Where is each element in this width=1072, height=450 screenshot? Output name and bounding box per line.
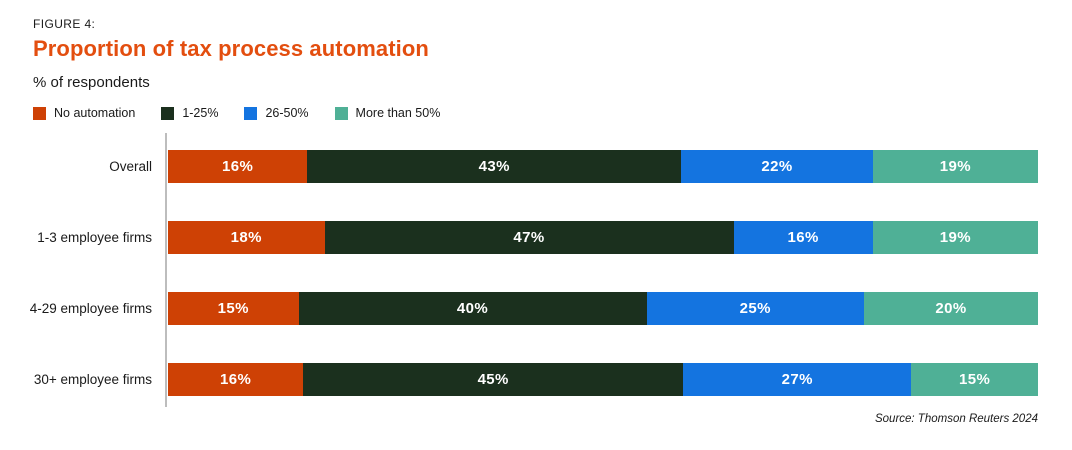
row-label: 30+ employee firms: [33, 372, 152, 387]
stacked-bar: 16% 45% 27% 15%: [168, 363, 1038, 396]
legend-item: More than 50%: [334, 106, 441, 120]
bar-segment: 16%: [168, 363, 304, 396]
bar-segment: 43%: [307, 150, 682, 183]
legend: No automation 1-25% 26-50% More than 50%: [33, 106, 440, 120]
legend-swatch: [33, 106, 46, 120]
chart-row: Overall 16% 43% 22% 19%: [0, 150, 1038, 183]
bar-segment: 47%: [324, 221, 734, 254]
segment-value-label: 19%: [939, 158, 971, 175]
stacked-bar: 18% 47% 16% 19%: [168, 221, 1038, 254]
bar-segment: 20%: [864, 292, 1038, 325]
segment-value-label: 15%: [959, 371, 991, 388]
legend-label: 26-50%: [265, 106, 309, 120]
segment-value-label: 15%: [217, 300, 249, 317]
segment-value-label: 40%: [456, 300, 489, 317]
legend-swatch: [161, 106, 175, 120]
bar-segment: 19%: [872, 221, 1038, 254]
legend-swatch: [334, 106, 348, 120]
bar-segment: 15%: [168, 292, 299, 325]
segment-value-label: 45%: [477, 371, 509, 388]
segment-value-label: 16%: [221, 158, 254, 175]
legend-swatch: [244, 106, 258, 120]
segment-value-label: 18%: [230, 229, 262, 246]
bar-segment: 16%: [733, 221, 873, 254]
bar-segment: 18%: [168, 221, 325, 254]
chart-subtitle: % of respondents: [33, 74, 150, 91]
bar-segment: 15%: [911, 363, 1038, 396]
stacked-bar: 15% 40% 25% 20%: [168, 292, 1038, 325]
bar-segment: 45%: [303, 363, 684, 396]
legend-label: 1-25%: [182, 106, 219, 120]
legend-item: 1-25%: [161, 106, 218, 120]
segment-value-label: 25%: [739, 300, 771, 317]
source-note: Source: Thomson Reuters 2024: [874, 413, 1038, 425]
segment-value-label: 16%: [219, 371, 252, 388]
bar-segment: 27%: [683, 363, 912, 396]
row-label: 1-3 employee firms: [37, 230, 152, 245]
segment-value-label: 43%: [478, 158, 510, 175]
chart-rows: Overall 16% 43% 22% 19% 1-3 employee firms 18%…: [0, 150, 1038, 396]
bar-segment: 19%: [872, 150, 1038, 183]
legend-label: No automation: [54, 106, 136, 120]
chart-row: 30+ employee firms 16% 45% 27% 15%: [0, 363, 1038, 396]
segment-value-label: 22%: [761, 158, 793, 175]
legend-item: No automation: [33, 106, 135, 120]
legend-item: 26-50%: [244, 106, 309, 120]
bar-segment: 25%: [646, 292, 864, 325]
stacked-bar: 16% 43% 22% 19%: [168, 150, 1038, 183]
row-label: 4-29 employee firms: [29, 301, 152, 316]
bar-segment: 16%: [168, 150, 308, 183]
segment-value-label: 47%: [513, 229, 545, 246]
row-label: Overall: [109, 159, 152, 174]
chart-row: 1-3 employee firms 18% 47% 16% 19%: [0, 221, 1038, 254]
figure-label: FIGURE 4:: [33, 17, 96, 31]
legend-label: More than 50%: [355, 106, 441, 120]
segment-value-label: 20%: [935, 300, 967, 317]
chart-title: Proportion of tax process automation: [33, 36, 429, 61]
bar-segment: 22%: [681, 150, 873, 183]
segment-value-label: 16%: [787, 229, 819, 246]
y-axis-line: [165, 133, 167, 407]
chart-row: 4-29 employee firms 15% 40% 25% 20%: [0, 292, 1038, 325]
segment-value-label: 19%: [939, 229, 971, 246]
segment-value-label: 27%: [781, 371, 813, 388]
bar-segment: 40%: [298, 292, 647, 325]
